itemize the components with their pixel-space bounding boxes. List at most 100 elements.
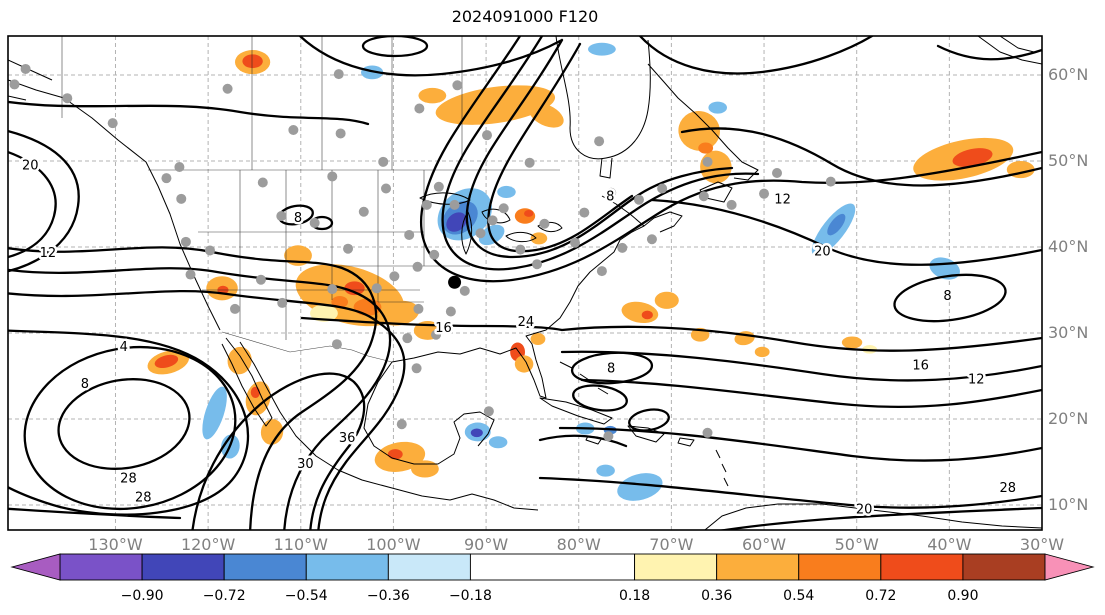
y-tick-label: 10°N [1048, 495, 1088, 514]
observation-dot [335, 128, 346, 139]
observation-dot [606, 187, 617, 198]
observation-dot [62, 93, 73, 104]
anomaly-patch [617, 473, 663, 501]
x-tick-label: 80°W [557, 535, 601, 554]
contour-line-closed [23, 345, 237, 511]
observation-dot [452, 80, 463, 91]
x-tick-label: 100°W [366, 535, 421, 554]
observation-dot [646, 234, 657, 245]
observation-dot [633, 194, 644, 205]
observation-dot [475, 228, 486, 239]
anomaly-patch [250, 386, 261, 398]
y-tick-label: 60°N [1048, 65, 1088, 84]
contour-label: 20 [814, 244, 831, 259]
observation-dot [255, 274, 266, 285]
observation-dot [20, 63, 31, 74]
contour-label: 8 [606, 189, 614, 204]
observation-dot [413, 303, 424, 314]
observation-dot [185, 269, 196, 280]
anomaly-patch [378, 300, 420, 326]
observation-dot [358, 206, 369, 217]
anomaly-patch [514, 355, 534, 373]
grid-lines [8, 36, 1042, 530]
anomaly-patch [700, 150, 732, 184]
x-tick-label: 70°W [649, 535, 693, 554]
anomaly-patch [524, 210, 534, 217]
colorbar-tick-label: −0.90 [121, 588, 164, 604]
coastlines [8, 36, 1042, 530]
anomaly-patch [514, 208, 536, 224]
x-tick-label: 50°W [835, 535, 879, 554]
map-frame [7, 35, 1043, 531]
contour-line-closed [893, 273, 1007, 323]
observation-dot [331, 339, 342, 350]
observation-dot [603, 431, 614, 442]
colorbar-segment [141, 553, 225, 581]
colorbar-segment [798, 553, 882, 581]
contour-label: 24 [518, 315, 535, 330]
coastline-path [419, 192, 1042, 530]
anomaly-patch [331, 296, 349, 309]
contour-label: 36 [339, 431, 356, 446]
observation-dot [539, 218, 550, 229]
colorbar-segment [305, 553, 389, 581]
colorbar-segment [880, 553, 964, 581]
observation-dot [9, 79, 20, 90]
contour-lines [8, 36, 1042, 530]
observation-dot [596, 266, 607, 277]
contour-line-closed [570, 351, 654, 385]
contour-label: 8 [81, 377, 89, 392]
anomaly-patch [202, 386, 227, 440]
observation-dot [759, 188, 770, 199]
anomaly-patch [528, 103, 564, 128]
colorbar-segment [962, 553, 1046, 581]
target-dot [448, 275, 462, 289]
observation-dot [333, 69, 344, 80]
observation-dot [702, 427, 713, 438]
colorbar-segment [59, 553, 143, 581]
colorbar-segment [634, 553, 718, 581]
colorbar-segment [716, 553, 800, 581]
observation-dot [482, 130, 493, 141]
anomaly-patch [841, 336, 863, 349]
y-tick-label: 50°N [1048, 151, 1088, 170]
observation-dot [498, 203, 509, 214]
observation-dot [327, 171, 338, 182]
observation-dot [515, 244, 526, 255]
contour-label: 12 [968, 372, 985, 387]
observation-dot [276, 211, 287, 222]
observation-dot [657, 183, 668, 194]
anomaly-patch [497, 185, 516, 198]
contour-label: 28 [120, 471, 137, 486]
observation-dot [402, 333, 413, 344]
observation-dot [404, 229, 415, 240]
anomaly-patch [470, 428, 483, 438]
observation-dot [433, 181, 444, 192]
y-axis-labels: 60°N 50°N 40°N 30°N 20°N 10°N [1048, 65, 1088, 514]
observation-dot [617, 242, 628, 253]
observation-dot [343, 243, 354, 254]
anomaly-patch [154, 354, 179, 369]
observation-dot [204, 245, 215, 256]
observation-dots [9, 63, 836, 442]
anomaly-patch [411, 460, 439, 478]
observation-dot [429, 249, 440, 260]
observation-dot [412, 261, 423, 272]
anomaly-patch [952, 148, 993, 167]
observation-dot [726, 199, 737, 210]
anomaly-patch [387, 449, 403, 460]
anomaly-patch [827, 213, 846, 236]
colorbar-tick-label: −0.18 [449, 588, 492, 604]
y-tick-label: 30°N [1048, 323, 1088, 342]
contour-label: 20 [856, 502, 873, 517]
contour-labels: 20 12 4 8 28 28 8 36 30 16 24 8 8 12 20 8 16 12 20 28 [19, 156, 1018, 520]
observation-dot [594, 136, 605, 147]
observation-dot [411, 363, 422, 374]
x-tick-label: 60°W [742, 535, 786, 554]
contour-label: 30 [297, 457, 314, 472]
anomaly-patch [698, 142, 714, 154]
observation-dot [421, 199, 432, 210]
anomaly-patch [678, 111, 720, 151]
